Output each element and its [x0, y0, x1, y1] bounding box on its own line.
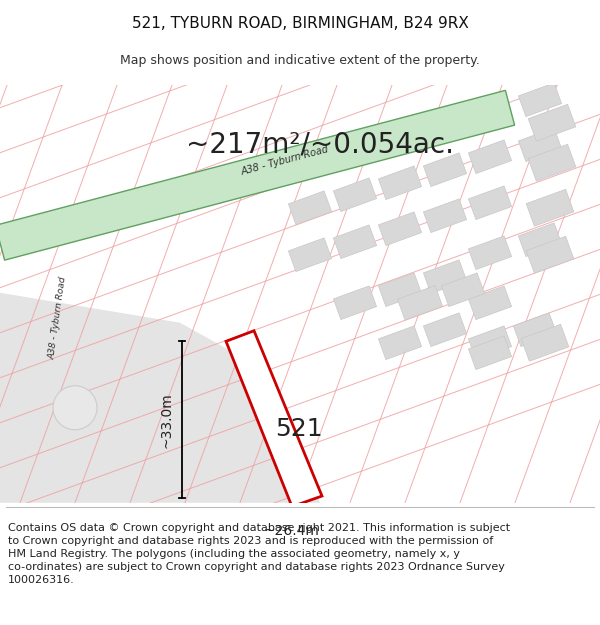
Polygon shape — [521, 324, 569, 361]
Polygon shape — [397, 286, 443, 320]
Polygon shape — [424, 313, 467, 347]
Text: ~26.4m: ~26.4m — [263, 524, 319, 538]
Polygon shape — [334, 286, 377, 319]
Polygon shape — [469, 336, 512, 369]
Polygon shape — [518, 223, 562, 257]
Polygon shape — [424, 260, 467, 294]
Polygon shape — [334, 178, 377, 212]
Polygon shape — [379, 326, 422, 359]
Polygon shape — [424, 108, 467, 142]
Polygon shape — [379, 273, 422, 307]
Polygon shape — [518, 128, 562, 162]
Polygon shape — [469, 186, 512, 219]
Text: 521: 521 — [275, 417, 322, 441]
Polygon shape — [469, 286, 512, 319]
Polygon shape — [289, 146, 332, 179]
Polygon shape — [379, 120, 422, 154]
Polygon shape — [226, 331, 322, 507]
Polygon shape — [528, 144, 576, 181]
Polygon shape — [334, 133, 377, 167]
Polygon shape — [379, 166, 422, 199]
Polygon shape — [518, 83, 562, 117]
Polygon shape — [442, 273, 485, 307]
Polygon shape — [334, 225, 377, 259]
Text: 521, TYBURN ROAD, BIRMINGHAM, B24 9RX: 521, TYBURN ROAD, BIRMINGHAM, B24 9RX — [131, 16, 469, 31]
Polygon shape — [469, 95, 512, 129]
Polygon shape — [469, 140, 512, 174]
Polygon shape — [289, 191, 332, 224]
Polygon shape — [289, 238, 332, 272]
Polygon shape — [526, 236, 574, 273]
Text: A38 - Tyburn Road: A38 - Tyburn Road — [48, 276, 68, 360]
Text: Map shows position and indicative extent of the property.: Map shows position and indicative extent… — [120, 54, 480, 68]
Circle shape — [53, 386, 97, 430]
Text: ~33.0m: ~33.0m — [159, 392, 173, 448]
Polygon shape — [424, 199, 467, 232]
Polygon shape — [528, 104, 576, 141]
Polygon shape — [514, 313, 557, 347]
Polygon shape — [379, 212, 422, 246]
Text: A38 - Tyburn Road: A38 - Tyburn Road — [240, 144, 330, 177]
Text: Contains OS data © Crown copyright and database right 2021. This information is : Contains OS data © Crown copyright and d… — [8, 522, 510, 586]
Polygon shape — [424, 153, 467, 187]
Polygon shape — [0, 91, 515, 260]
Polygon shape — [526, 189, 574, 226]
Text: ~217m²/~0.054ac.: ~217m²/~0.054ac. — [186, 131, 454, 159]
Polygon shape — [0, 292, 320, 502]
Polygon shape — [469, 326, 512, 359]
Polygon shape — [469, 236, 512, 269]
